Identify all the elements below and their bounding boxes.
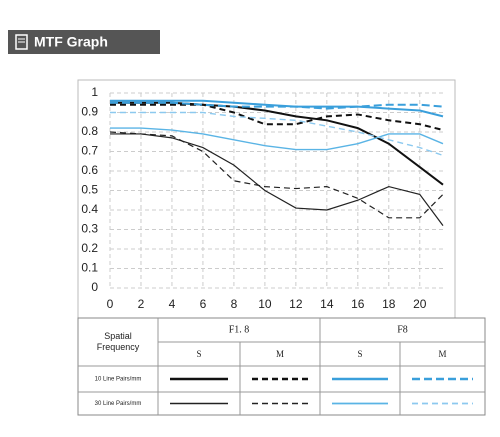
chart-frame [77, 79, 456, 319]
y-tick-label: 1 [91, 85, 98, 99]
y-tick-label: 0 [91, 280, 98, 294]
table-row-label: 30 Line Pairs/mm [95, 401, 142, 407]
y-tick-label: 0.5 [81, 183, 98, 197]
y-tick-label: 0.8 [81, 124, 98, 138]
x-tick-label: 2 [138, 297, 145, 311]
x-tick-label: 14 [320, 297, 334, 311]
y-tick-label: 0.7 [81, 144, 98, 158]
y-tick-label: 0.4 [81, 202, 98, 216]
mtf-line [110, 127, 444, 151]
mtf-line [110, 101, 444, 186]
x-tick-label: 20 [413, 297, 427, 311]
y-tick-label: 0.3 [81, 222, 98, 236]
mtf-line [110, 101, 444, 110]
x-tick-label: 0 [107, 297, 114, 311]
table-column: S [357, 349, 362, 359]
header-title: MTF Graph [34, 34, 108, 50]
x-tick-label: 4 [169, 297, 176, 311]
x-tick-label: 16 [351, 297, 365, 311]
table-column: S [196, 349, 201, 359]
x-tick-label: 8 [231, 297, 238, 311]
table-row-label: 10 Line Pairs/mm [95, 377, 142, 383]
x-tick-label: 10 [258, 297, 272, 311]
table-group: F1. 8 [229, 324, 250, 335]
x-tick-label: 18 [382, 297, 396, 311]
header-bar [8, 30, 160, 54]
header-icon [15, 34, 28, 50]
table-corner: Spatial Frequency [97, 331, 140, 352]
y-tick-label: 0.9 [81, 105, 98, 119]
x-tick-label: 6 [200, 297, 207, 311]
x-tick-label: 12 [289, 297, 303, 311]
table-column: M [276, 349, 284, 359]
table-group: F8 [397, 324, 408, 335]
y-tick-label: 0.1 [81, 261, 98, 275]
y-tick-label: 0.6 [81, 163, 98, 177]
mtf-line [110, 103, 444, 132]
mtf-line [110, 133, 444, 226]
mtf-line [110, 111, 444, 157]
table-column: M [438, 349, 446, 359]
y-tick-label: 0.2 [81, 241, 98, 255]
